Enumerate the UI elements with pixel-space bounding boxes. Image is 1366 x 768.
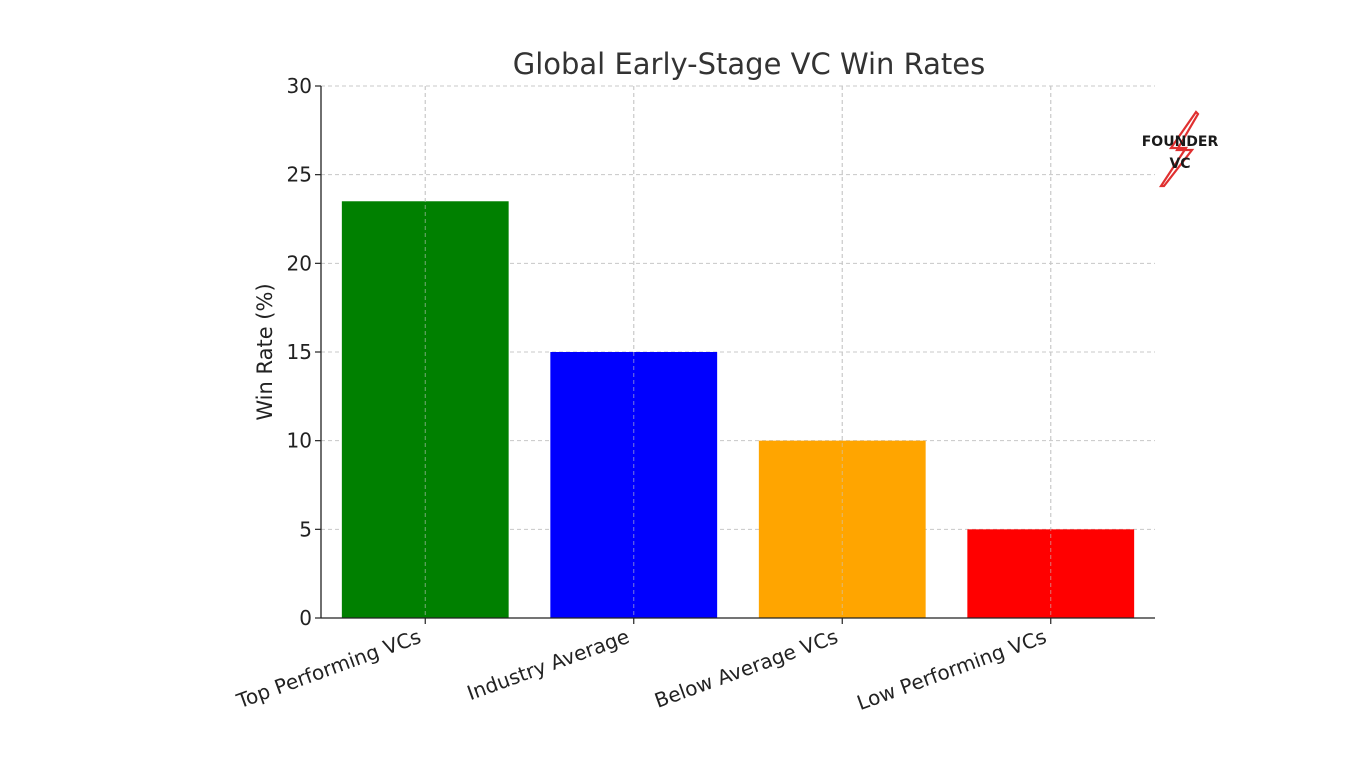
x-tick-label-2: Below Average VCs xyxy=(651,624,841,713)
y-axis-ticks: 0 5 10 15 20 25 30 xyxy=(287,74,321,630)
y-tick-label-1: 5 xyxy=(299,517,312,541)
chart-title: Global Early-Stage VC Win Rates xyxy=(513,47,986,81)
y-tick-label-5: 25 xyxy=(287,163,312,187)
y-axis-label: Win Rate (%) xyxy=(253,283,277,420)
y-tick-label-3: 15 xyxy=(287,340,312,364)
logo-text-founder: FOUNDER xyxy=(1142,134,1219,150)
y-tick-label-6: 30 xyxy=(287,74,312,98)
x-tick-label-1: Industry Average xyxy=(464,624,633,705)
x-tick-label-0: Top Performing VCs xyxy=(233,624,424,713)
bars xyxy=(341,86,1135,618)
y-tick-label-4: 20 xyxy=(287,251,312,275)
lightning-bolt-icon xyxy=(1158,110,1200,188)
logo-text-vc: VC xyxy=(1169,156,1190,172)
y-tick-label-0: 0 xyxy=(299,606,312,630)
y-tick-label-2: 10 xyxy=(287,429,312,453)
x-axis-ticks: Top Performing VCs Industry Average Below … xyxy=(233,618,1052,715)
founder-vc-logo: FOUNDER VC xyxy=(1142,110,1219,188)
x-tick-label-3: Low Performing VCs xyxy=(854,624,1050,715)
